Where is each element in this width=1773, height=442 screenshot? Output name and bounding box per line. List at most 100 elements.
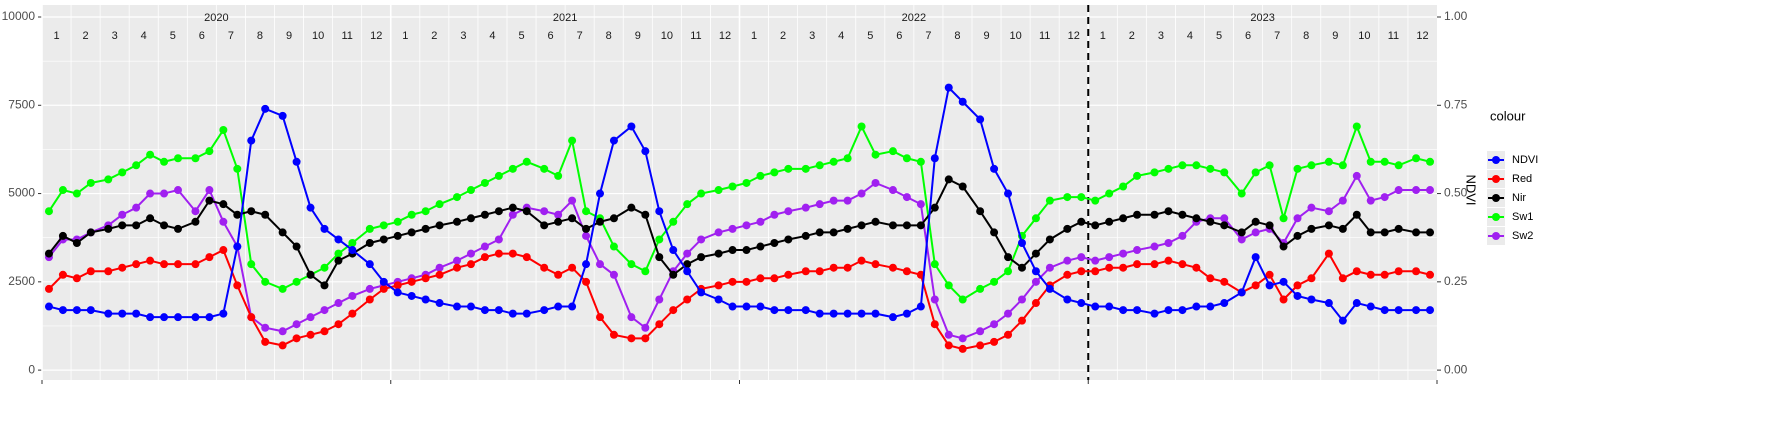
- data-point: [930, 154, 939, 163]
- data-point: [1352, 267, 1361, 276]
- y2-tick-label: 1.00: [1444, 9, 1468, 23]
- data-point: [247, 207, 256, 216]
- data-point: [44, 284, 53, 293]
- month-label: 2: [431, 30, 437, 42]
- data-point: [1031, 299, 1040, 308]
- data-point: [596, 217, 604, 226]
- data-point: [72, 189, 81, 198]
- data-point: [815, 267, 824, 276]
- data-point: [540, 164, 549, 173]
- data-point: [1293, 231, 1302, 240]
- data-point: [205, 313, 214, 322]
- data-point: [261, 323, 270, 332]
- data-point: [1206, 217, 1215, 226]
- data-point: [857, 309, 866, 318]
- data-point: [784, 164, 793, 173]
- data-point: [348, 291, 357, 300]
- data-point: [421, 274, 430, 283]
- data-point: [480, 242, 489, 251]
- data-point: [902, 309, 911, 318]
- data-point: [944, 83, 953, 92]
- data-point: [976, 284, 985, 293]
- data-point: [742, 277, 751, 286]
- month-label: 9: [286, 30, 292, 42]
- data-point: [480, 306, 489, 315]
- data-point: [554, 171, 563, 180]
- data-point: [829, 228, 838, 237]
- data-point: [990, 277, 999, 286]
- data-point: [976, 327, 985, 336]
- data-point: [843, 309, 852, 318]
- data-point: [1412, 306, 1421, 315]
- month-label: 8: [257, 30, 263, 42]
- data-point: [714, 281, 723, 290]
- data-point: [86, 267, 95, 276]
- data-point: [421, 295, 430, 304]
- data-point: [871, 309, 880, 318]
- data-point: [568, 214, 577, 223]
- data-point: [582, 260, 591, 269]
- data-point: [784, 207, 793, 216]
- month-label: 5: [867, 30, 873, 42]
- month-label: 5: [170, 30, 176, 42]
- data-point: [655, 253, 664, 262]
- data-point: [1017, 316, 1026, 325]
- data-point: [1279, 295, 1288, 304]
- month-label: 6: [548, 30, 554, 42]
- data-point: [1031, 267, 1040, 276]
- data-point: [596, 260, 604, 269]
- data-point: [247, 260, 256, 269]
- data-point: [829, 196, 838, 205]
- data-point: [714, 295, 723, 304]
- data-point: [320, 224, 329, 233]
- data-point: [508, 164, 517, 173]
- data-point: [407, 291, 416, 300]
- data-point: [306, 330, 315, 339]
- data-point: [393, 231, 402, 240]
- data-point: [494, 306, 503, 315]
- month-label: 3: [809, 30, 815, 42]
- data-point: [930, 295, 939, 304]
- data-point: [829, 157, 838, 166]
- legend-title: colour: [1490, 108, 1526, 123]
- month-label: 4: [489, 30, 495, 42]
- data-point: [609, 330, 618, 339]
- data-point: [1394, 306, 1403, 315]
- data-point: [1192, 263, 1201, 272]
- data-point: [379, 284, 388, 293]
- data-point: [292, 277, 301, 286]
- data-point: [118, 221, 127, 230]
- data-point: [1206, 302, 1215, 311]
- data-point: [174, 186, 183, 195]
- data-point: [494, 235, 503, 244]
- data-point: [655, 320, 664, 329]
- data-point: [1338, 196, 1347, 205]
- month-label: 9: [635, 30, 641, 42]
- y-tick-label: 2500: [8, 274, 35, 288]
- data-point: [118, 263, 127, 272]
- data-point: [1091, 302, 1100, 311]
- y2-tick-label: 0.25: [1444, 274, 1468, 288]
- data-point: [365, 284, 374, 293]
- data-point: [930, 260, 939, 269]
- data-point: [160, 189, 169, 198]
- data-point: [1133, 246, 1142, 255]
- data-point: [1412, 267, 1421, 276]
- data-point: [1004, 253, 1013, 262]
- data-point: [871, 217, 880, 226]
- data-point: [1412, 228, 1421, 237]
- y2-tick-label: 0.50: [1444, 186, 1468, 200]
- data-point: [1004, 189, 1013, 198]
- data-point: [582, 224, 591, 233]
- data-point: [494, 207, 503, 216]
- data-point: [1352, 122, 1361, 131]
- data-point: [191, 260, 200, 269]
- data-point: [990, 164, 999, 173]
- data-point: [379, 235, 388, 244]
- data-point: [582, 277, 591, 286]
- data-point: [1119, 182, 1128, 191]
- data-point: [1352, 210, 1361, 219]
- data-point: [365, 295, 374, 304]
- data-point: [1063, 270, 1072, 279]
- data-point: [1045, 263, 1054, 272]
